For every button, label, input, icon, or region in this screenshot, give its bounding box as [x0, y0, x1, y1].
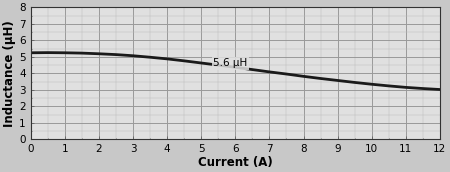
X-axis label: Current (A): Current (A): [198, 155, 273, 169]
Text: 5.6 μH: 5.6 μH: [213, 58, 248, 68]
Y-axis label: Inductance (μH): Inductance (μH): [4, 20, 17, 127]
